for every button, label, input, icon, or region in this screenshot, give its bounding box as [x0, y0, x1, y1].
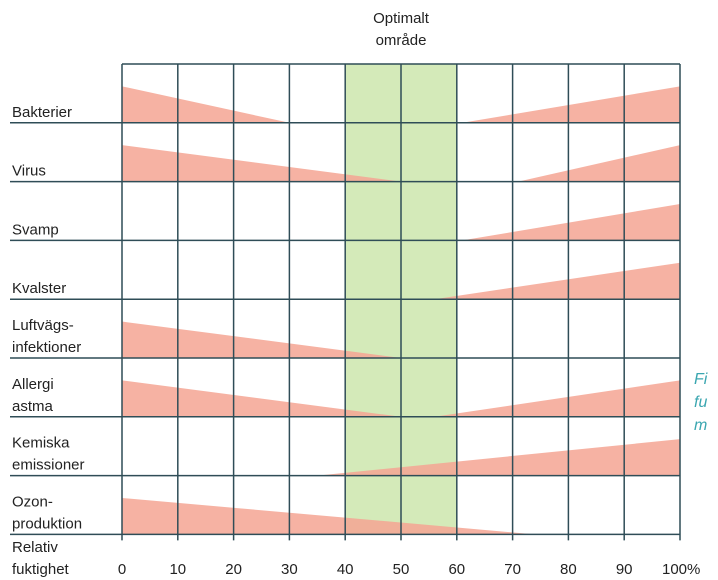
risk-wedge-right-6 — [317, 439, 680, 476]
risk-wedge-left-7 — [122, 497, 535, 535]
risk-wedge-left-0 — [122, 86, 290, 123]
risk-wedge-right-1 — [518, 145, 680, 182]
optimal-zone-label-0: Optimalt — [373, 10, 430, 27]
row-label-2-0: Svamp — [12, 221, 59, 238]
optimal-zone-label-1: område — [376, 32, 427, 49]
row-label-4-1: infektioner — [12, 339, 81, 356]
row-label-7-0: Ozon- — [12, 493, 53, 510]
x-tick-label-7: 70 — [504, 561, 521, 578]
x-tick-label-4: 40 — [337, 561, 354, 578]
risk-wedge-left-5 — [122, 380, 401, 417]
risk-wedge-left-4 — [122, 321, 401, 358]
risk-wedge-right-2 — [462, 203, 680, 241]
x-axis-label-0: Relativ — [12, 539, 58, 556]
row-label-6-0: Kemiska — [12, 435, 70, 452]
risk-wedge-right-3 — [434, 262, 680, 300]
row-label-3-0: Kvalster — [12, 280, 66, 297]
row-label-5-0: Allergi — [12, 376, 54, 393]
row-label-1-0: Virus — [12, 163, 46, 180]
x-tick-label-2: 20 — [225, 561, 242, 578]
x-tick-label-10: 100% — [662, 561, 700, 578]
x-tick-label-3: 30 — [281, 561, 298, 578]
risk-wedge-right-0 — [462, 86, 680, 123]
caption-fragment-2: m — [694, 417, 707, 434]
caption-fragment-1: fu — [694, 394, 707, 411]
x-tick-label-5: 50 — [393, 561, 410, 578]
x-tick-label-0: 0 — [118, 561, 126, 578]
caption-fragment-0: Fi — [694, 371, 708, 388]
row-label-4-0: Luftvägs- — [12, 317, 74, 334]
row-label-5-1: astma — [12, 398, 54, 415]
row-label-6-1: emissioner — [12, 457, 85, 474]
x-axis-label-1: fuktighet — [12, 561, 70, 578]
x-tick-label-9: 90 — [616, 561, 633, 578]
row-label-7-1: produktion — [12, 515, 82, 532]
x-tick-label-6: 60 — [448, 561, 465, 578]
risk-wedge-right-5 — [434, 380, 680, 417]
row-label-0-0: Bakterier — [12, 104, 72, 121]
x-tick-label-1: 10 — [169, 561, 186, 578]
x-tick-label-8: 80 — [560, 561, 577, 578]
risk-wedge-left-1 — [122, 145, 401, 182]
